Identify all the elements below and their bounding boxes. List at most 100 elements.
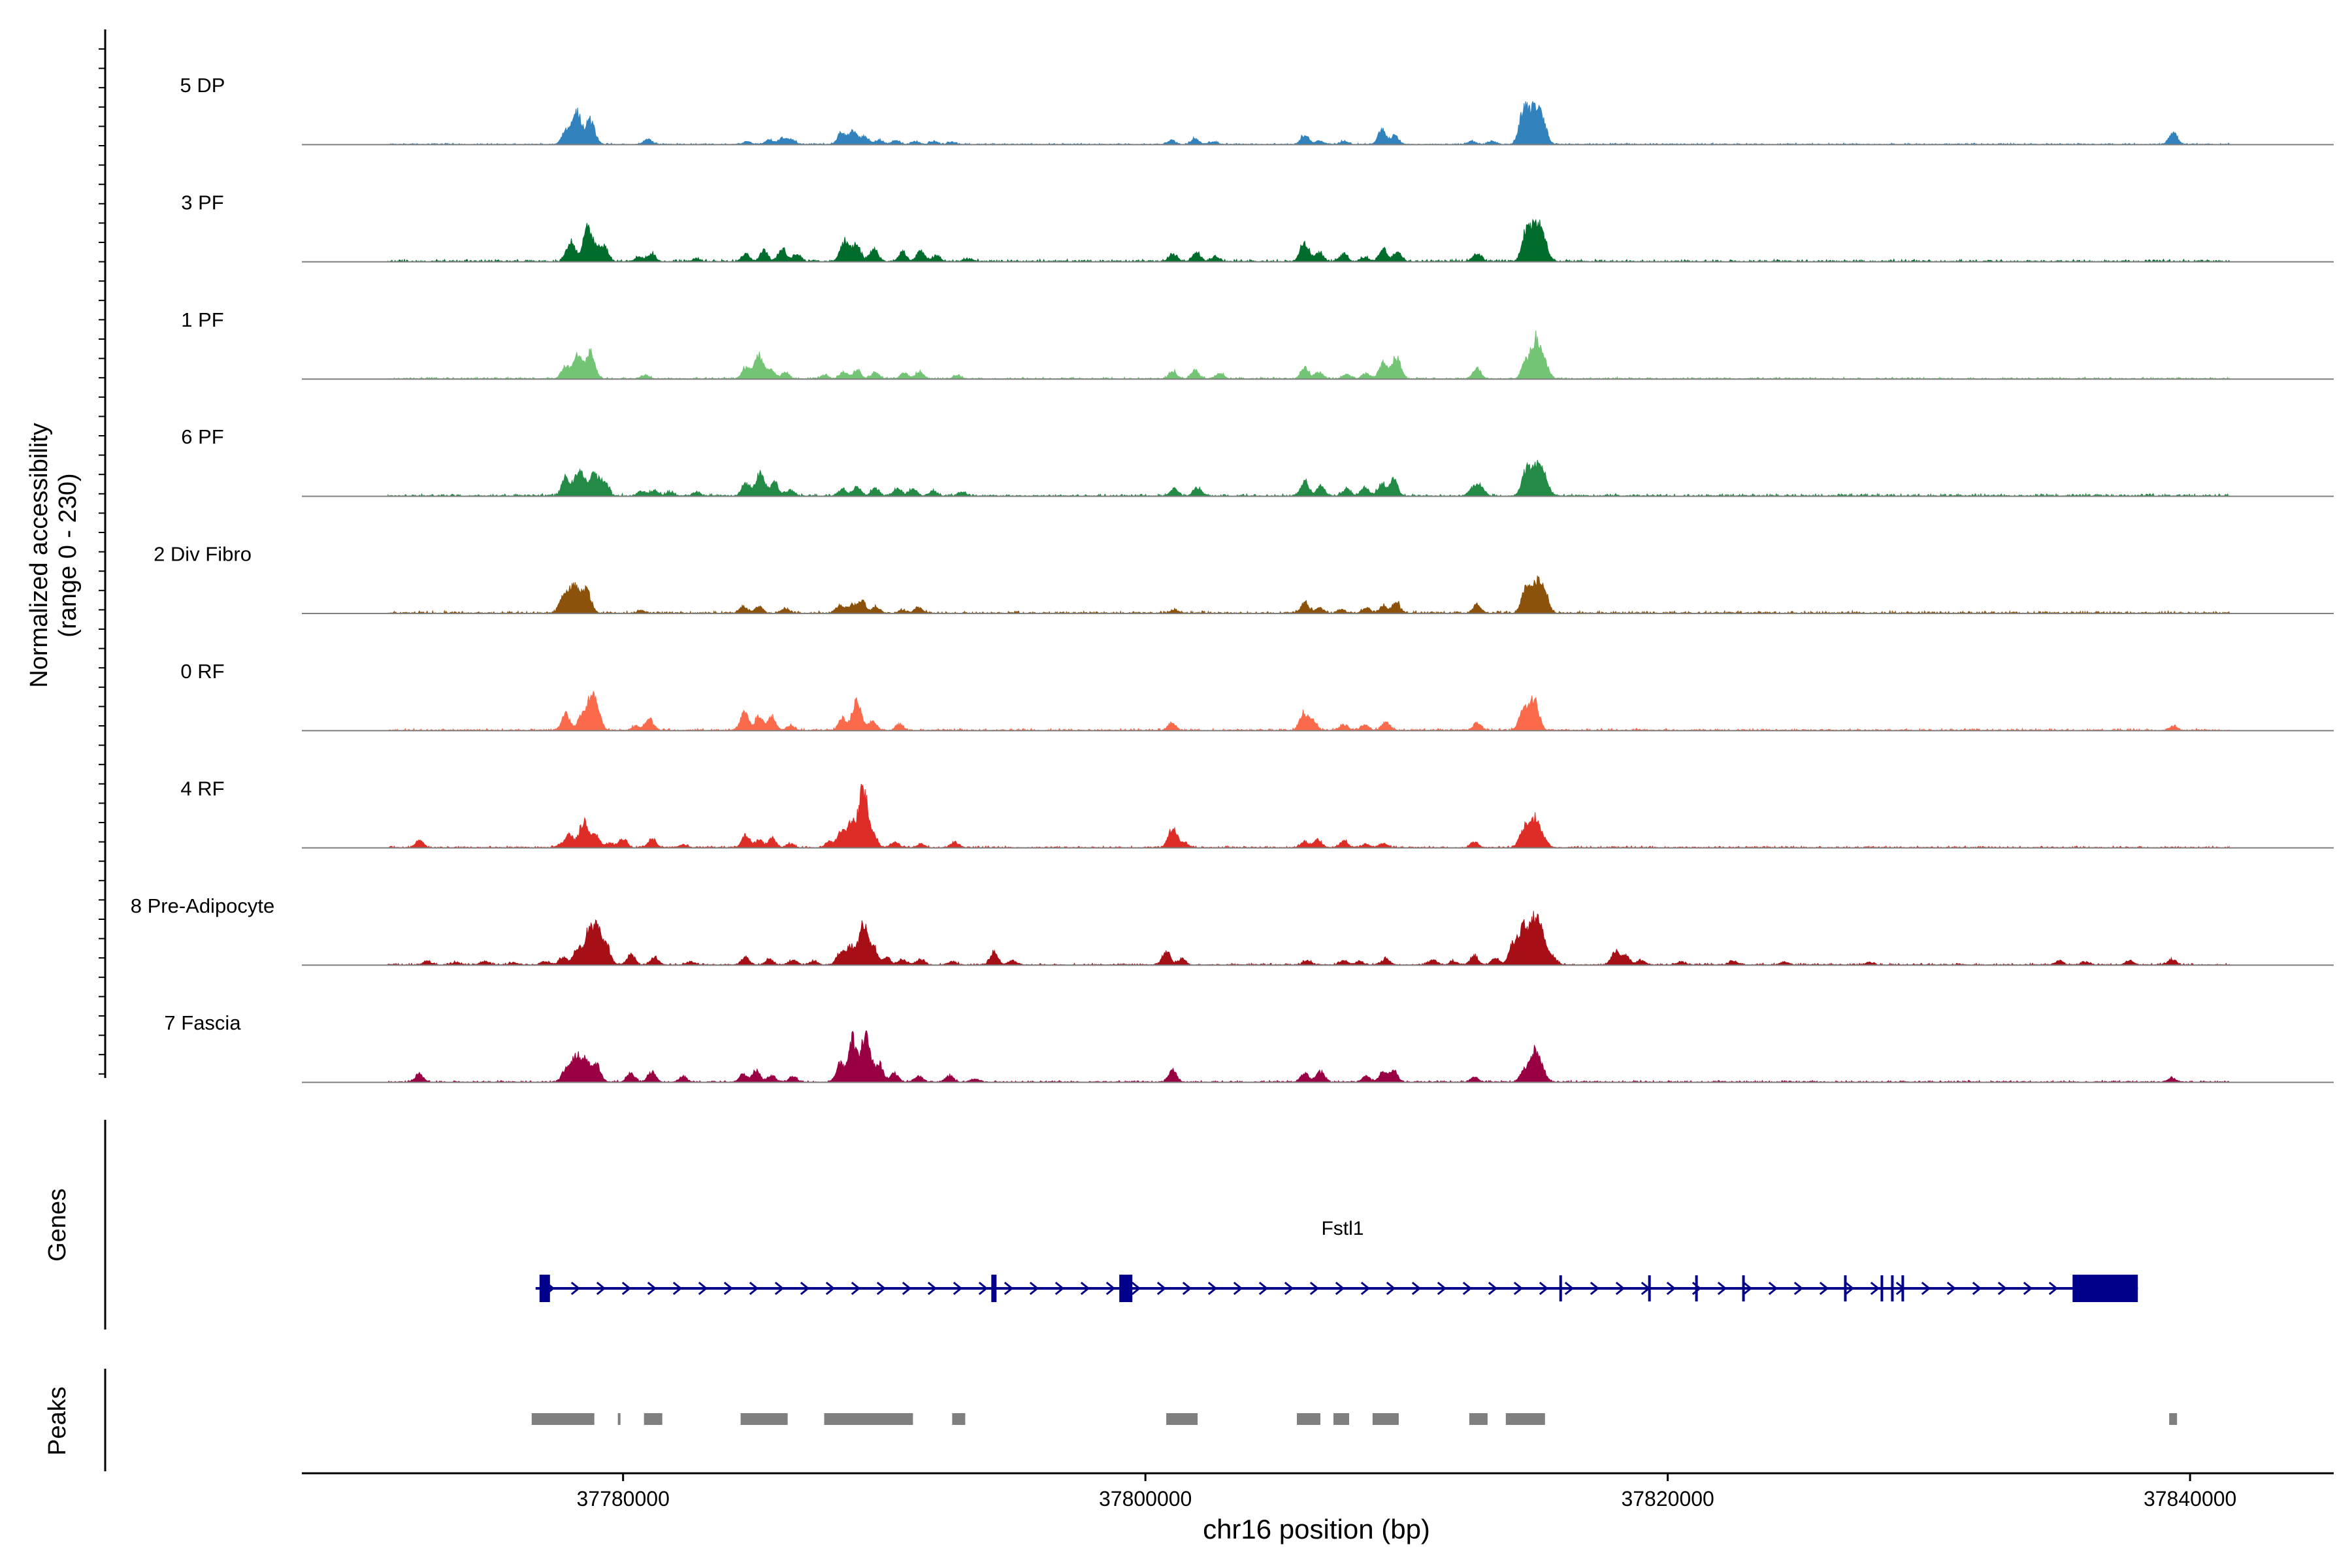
strand-arrow [1564, 1281, 1575, 1296]
strand-arrow [1258, 1281, 1269, 1296]
strand-arrow [2048, 1281, 2059, 1296]
strand-arrow [1437, 1281, 1447, 1296]
strand-arrow [698, 1281, 708, 1296]
strand-arrow [1335, 1281, 1345, 1296]
peak-region [824, 1413, 913, 1425]
strand-arrow [621, 1281, 632, 1296]
strand-arrow [1029, 1281, 1039, 1296]
strand-arrow [1768, 1281, 1778, 1296]
strand-arrow [1742, 1281, 1753, 1296]
genes-panel: Genes Fstl1 [44, 1120, 2138, 1330]
y-axis-title: Normalized accessibility (range 0 - 230) [25, 423, 82, 687]
peak-region [617, 1413, 621, 1425]
strand-arrow [902, 1281, 912, 1296]
peak-region [531, 1413, 595, 1425]
strand-arrow [1717, 1281, 1727, 1296]
strand-arrow [672, 1281, 683, 1296]
x-axis-tick-label: 37780000 [576, 1487, 669, 1511]
strand-arrow [825, 1281, 836, 1296]
strand-arrow [1105, 1281, 1116, 1296]
track-label: 8 Pre-Adipocyte [131, 894, 275, 917]
strand-arrow [1131, 1281, 1141, 1296]
peak-region [1166, 1413, 1198, 1425]
strand-arrow [1233, 1281, 1243, 1296]
peak-region [1333, 1413, 1349, 1425]
strand-arrow [1386, 1281, 1396, 1296]
strand-arrow [978, 1281, 988, 1296]
strand-arrow [1309, 1281, 1320, 1296]
genes-panel-label: Genes [44, 1188, 71, 1262]
peak-region [740, 1413, 788, 1425]
peak-region [1372, 1413, 1399, 1425]
strand-arrow [927, 1281, 938, 1296]
coverage-y-axis-ticks [99, 48, 105, 1075]
strand-arrow [1513, 1281, 1524, 1296]
strand-arrow [1284, 1281, 1294, 1296]
track-2-div-fibro: 2 Div Fibro [154, 543, 2334, 615]
strand-arrow [1972, 1281, 1982, 1296]
strand-arrow [1539, 1281, 1549, 1296]
strand-arrow [1080, 1281, 1090, 1296]
strand-arrow [1590, 1281, 1600, 1296]
strand-arrow [2023, 1281, 2033, 1296]
strand-arrow [1156, 1281, 1167, 1296]
strand-arrow [647, 1281, 657, 1296]
strand-arrow [1997, 1281, 2008, 1296]
coverage-tracks: 5 DP 3 PF 1 PF 6 PF 2 Div Fibro 0 RF 4 RF 8 Pre… [131, 74, 2334, 1083]
x-axis-tick-label: 37800000 [1099, 1487, 1192, 1511]
track-label: 1 PF [181, 308, 223, 331]
peak-region [952, 1413, 966, 1425]
strand-arrow [800, 1281, 810, 1296]
track-label: 2 Div Fibro [154, 543, 252, 566]
y-axis-title-line1: Normalized accessibility [25, 423, 53, 687]
peak-region [1505, 1413, 1545, 1425]
strand-arrow [1615, 1281, 1625, 1296]
track-5-dp: 5 DP [180, 74, 2334, 146]
gene-exon [991, 1275, 997, 1302]
track-3-pf: 3 PF [181, 191, 2334, 263]
peak-region [1469, 1413, 1488, 1425]
strand-arrow [953, 1281, 963, 1296]
x-axis-tick-label: 37820000 [1621, 1487, 1714, 1511]
strand-arrow [1360, 1281, 1371, 1296]
strand-arrow [1844, 1281, 1855, 1296]
track-label: 5 DP [180, 74, 225, 97]
track-8-pre-adipocyte: 8 Pre-Adipocyte [131, 894, 2334, 966]
strand-arrow [1666, 1281, 1676, 1296]
peak-region [1297, 1413, 1320, 1425]
peak-regions [531, 1413, 2178, 1425]
strand-arrow [1946, 1281, 1957, 1296]
strand-arrow [1921, 1281, 1931, 1296]
strand-arrow [723, 1281, 734, 1296]
y-axis-title-line2: (range 0 - 230) [54, 473, 82, 637]
strand-arrow [1004, 1281, 1014, 1296]
coverage-area [387, 218, 2230, 263]
strand-arrow [1207, 1281, 1218, 1296]
track-4-rf: 4 RF [180, 777, 2334, 849]
gene-exon [539, 1275, 550, 1302]
gene-model-fstl1 [535, 1275, 2138, 1302]
strand-arrow [570, 1281, 581, 1296]
track-label: 0 RF [180, 660, 224, 683]
strand-arrow [1462, 1281, 1473, 1296]
track-0-rf: 0 RF [180, 660, 2334, 732]
track-1-pf: 1 PF [181, 308, 2334, 380]
strand-arrow [1411, 1281, 1422, 1296]
track-label: 6 PF [181, 425, 223, 448]
gene-exon [1119, 1275, 1133, 1302]
x-axis: 37780000 37800000 37820000 37840000 chr16 p… [302, 1472, 2334, 1544]
gene-exon [2072, 1275, 2138, 1302]
strand-arrow [774, 1281, 785, 1296]
strand-arrow [1819, 1281, 1829, 1296]
strand-arrow [876, 1281, 887, 1296]
x-axis-title: chr16 position (bp) [1203, 1514, 1430, 1544]
track-6-pf: 6 PF [181, 425, 2334, 497]
strand-arrow [1691, 1281, 1702, 1296]
strand-arrow [1488, 1281, 1498, 1296]
track-label: 4 RF [180, 777, 224, 800]
peaks-panel: Peaks [44, 1369, 2178, 1471]
gene-name-label: Fstl1 [1321, 1218, 1364, 1239]
peak-region [644, 1413, 662, 1425]
strand-arrow [1182, 1281, 1192, 1296]
